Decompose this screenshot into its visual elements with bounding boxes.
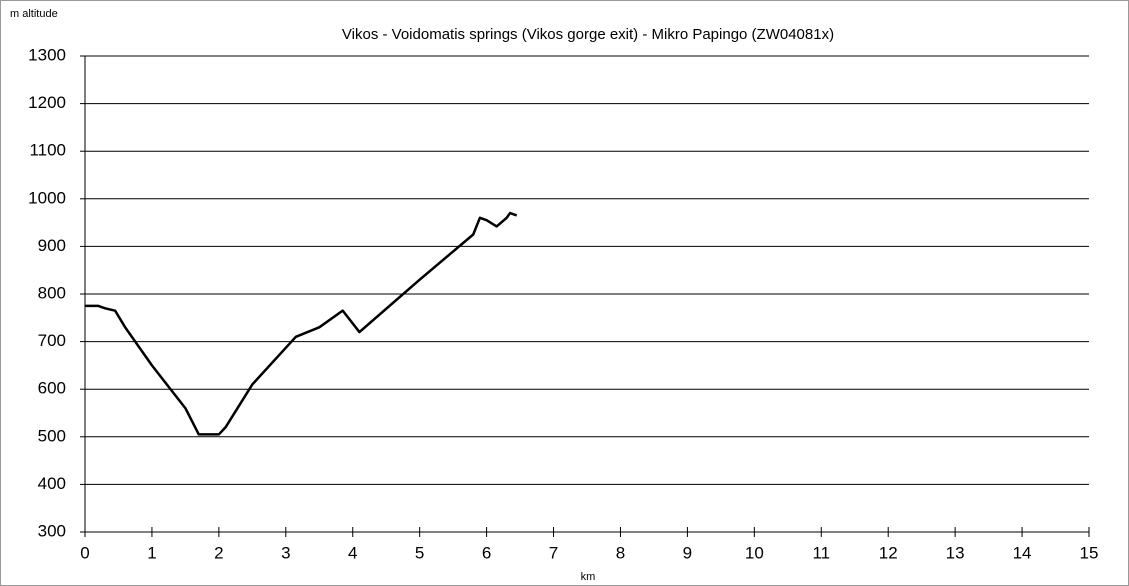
line — [85, 211, 518, 436]
y-tick-label: 1100 — [29, 141, 66, 160]
y-axis-label: m altitude — [10, 8, 58, 20]
y-tick-label: 1200 — [28, 93, 66, 112]
x-tick-label: 9 — [683, 543, 692, 562]
y-tick-label: 800 — [38, 283, 66, 302]
x-tick-label: 8 — [616, 543, 625, 562]
x-axis-label: km — [581, 571, 596, 583]
y-tick-label: 900 — [38, 236, 66, 255]
x-tick-label: 2 — [214, 543, 223, 562]
chart-title: Vikos - Voidomatis springs (Vikos gorge … — [342, 26, 834, 43]
x-tick-label: 7 — [549, 543, 558, 562]
x-tick-label: 3 — [281, 543, 290, 562]
y-tick-label: 1000 — [28, 188, 66, 207]
x-tick-label: 6 — [482, 543, 491, 562]
x-tick-label: 14 — [1013, 543, 1032, 562]
x-tick-label: 4 — [348, 543, 357, 562]
x-tick-label: 10 — [745, 543, 764, 562]
y-tick-label: 300 — [38, 521, 66, 540]
x-tick-label: 15 — [1080, 543, 1099, 562]
y-tick-label: 400 — [38, 474, 66, 493]
x-tick-label: 5 — [415, 543, 424, 562]
x-tick-label: 1 — [147, 543, 156, 562]
x-tick-label: 0 — [80, 543, 89, 562]
y-tick-label: 1300 — [28, 45, 66, 64]
y-tick-label: 500 — [38, 426, 66, 445]
x-tick-label: 12 — [879, 543, 898, 562]
y-tick-label: 600 — [38, 379, 66, 398]
y-tick-label: 700 — [38, 331, 66, 350]
x-tick-label: 11 — [812, 543, 830, 562]
x-tick-label: 13 — [946, 543, 965, 562]
